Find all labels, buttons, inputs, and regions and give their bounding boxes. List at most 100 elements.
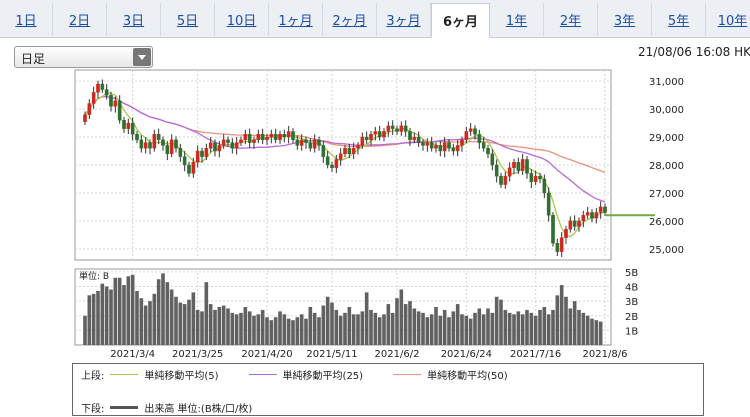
- tab-8[interactable]: 3ヶ月: [377, 3, 431, 36]
- tab-4[interactable]: 5日: [161, 3, 215, 36]
- volume-bar-60: [343, 312, 347, 345]
- volume-bar-110: [559, 285, 564, 345]
- candle-body-7: [113, 100, 118, 107]
- tab-2[interactable]: 2日: [53, 3, 107, 36]
- candle-body-100: [516, 162, 521, 171]
- tab-12[interactable]: 3年: [598, 3, 652, 36]
- x-tick-label-2: 2021/4/20: [241, 349, 292, 360]
- volume-bar-10: [126, 276, 131, 345]
- volume-bar-45: [278, 311, 282, 345]
- volume-bar-27: [200, 311, 204, 345]
- candle-body-113: [572, 220, 577, 227]
- volume-bar-102: [525, 309, 529, 345]
- volume-bar-111: [564, 296, 568, 345]
- tab-11[interactable]: 2年: [544, 3, 598, 36]
- candle-body-38: [247, 134, 252, 143]
- volume-bar-76: [412, 308, 417, 345]
- candle-body-108: [551, 215, 555, 244]
- candle-body-23: [182, 156, 187, 166]
- volume-bar-20: [169, 289, 174, 345]
- candle-body-5: [104, 89, 109, 96]
- tab-6[interactable]: 1ヶ月: [269, 3, 323, 36]
- candle-body-88: [464, 131, 469, 141]
- candle-body-0: [83, 114, 87, 122]
- candle-body-66: [369, 134, 373, 141]
- candle-body-68: [377, 131, 382, 138]
- volume-bar-24: [187, 299, 191, 345]
- tab-10[interactable]: 1年: [490, 3, 544, 36]
- candle-body-8: [117, 100, 122, 121]
- volume-bar-105: [538, 309, 542, 345]
- volume-bar-65: [364, 292, 369, 345]
- tab-5[interactable]: 10日: [215, 3, 269, 36]
- volume-bar-87: [460, 314, 464, 345]
- volume-tick-label-2: 3B: [625, 297, 638, 308]
- volume-bar-29: [208, 304, 213, 345]
- volume-bar-101: [520, 314, 525, 345]
- volume-tick-label-0: 1B: [625, 326, 638, 337]
- candle-body-45: [278, 134, 282, 141]
- price-tick-label-3: 28,000: [649, 161, 684, 172]
- x-tick-label-5: 2021/6/24: [441, 349, 492, 360]
- candle-body-33: [226, 139, 230, 143]
- tab-1[interactable]: 1日: [0, 3, 53, 36]
- candle-body-77: [416, 136, 421, 143]
- tab-7[interactable]: 2ヶ月: [323, 3, 377, 36]
- candle-body-117: [590, 212, 594, 219]
- volume-bar-91: [477, 308, 482, 345]
- volume-bar-36: [239, 312, 243, 345]
- volume-bar-61: [347, 307, 352, 345]
- candle-body-31: [217, 145, 222, 152]
- volume-bar-97: [503, 309, 508, 345]
- candle-body-94: [490, 153, 495, 166]
- volume-bar-89: [468, 318, 473, 345]
- candle-body-80: [429, 142, 434, 149]
- volume-bar-62: [351, 314, 356, 345]
- volume-bar-40: [256, 314, 261, 345]
- tab-14[interactable]: 10年: [706, 3, 750, 36]
- candle-body-79: [425, 142, 430, 146]
- legend-volume-swatch: [110, 406, 139, 409]
- legend-lower-row: 下段: 出来高 単位:(B株/口/枚): [81, 400, 252, 415]
- period-select[interactable]: 日足: [14, 46, 153, 68]
- volume-tick-label-3: 4B: [625, 283, 638, 294]
- legend-ma25-label: 単純移動平均(25): [282, 371, 364, 382]
- volume-bar-117: [590, 318, 594, 345]
- volume-bar-77: [416, 311, 421, 345]
- volume-bar-0: [83, 315, 87, 345]
- volume-bar-100: [516, 311, 521, 345]
- volume-bar-41: [260, 309, 265, 345]
- stock-chart: 2021/3/4 2021/3/25 2021/4/20 2021/5/11 2021/…: [74, 69, 684, 360]
- tab-9[interactable]: 6ヶ月: [431, 3, 490, 38]
- volume-bar-64: [360, 311, 365, 345]
- candle-body-62: [351, 148, 356, 155]
- x-tick-label-6: 2021/7/16: [510, 349, 561, 360]
- candle-body-25: [191, 162, 196, 174]
- volume-bar-39: [252, 315, 256, 345]
- volume-bar-118: [594, 320, 599, 345]
- volume-bar-81: [434, 307, 438, 345]
- volume-bar-25: [191, 292, 196, 345]
- volume-bar-3: [96, 290, 100, 345]
- tab-13[interactable]: 5年: [652, 3, 706, 36]
- candle-body-48: [291, 131, 295, 141]
- chevron-down-icon[interactable]: [133, 48, 151, 66]
- candle-body-4: [100, 83, 105, 90]
- chart-legend: 上段: 単純移動平均(5) 単純移動平均(25) 単純移動平均(50) 下段: …: [72, 363, 704, 416]
- volume-bar-80: [429, 314, 434, 345]
- tab-3[interactable]: 3日: [107, 3, 161, 36]
- candle-body-12: [135, 134, 139, 141]
- volume-bar-119: [598, 321, 603, 345]
- price-tick-label-5: 30,000: [649, 105, 684, 116]
- period-select-value: 日足: [21, 52, 46, 66]
- candle-body-9: [122, 120, 126, 129]
- volume-bar-116: [585, 315, 590, 345]
- volume-bar-66: [369, 309, 373, 345]
- legend-ma5-label: 単純移動平均(5): [144, 371, 219, 382]
- volume-bar-47: [286, 318, 291, 345]
- legend-ma50-swatch: [393, 374, 422, 375]
- volume-bar-32: [221, 305, 226, 345]
- candle-body-93: [486, 148, 490, 155]
- candle-body-92: [481, 142, 486, 149]
- candle-body-60: [343, 148, 347, 155]
